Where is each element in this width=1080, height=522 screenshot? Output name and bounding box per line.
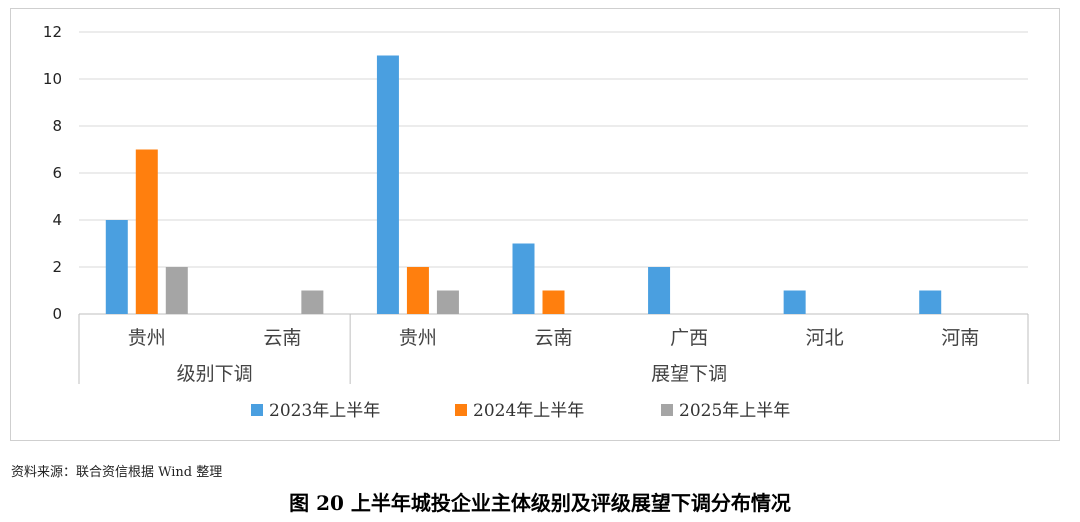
y-tick-label: 10 (43, 70, 62, 88)
bar (436, 290, 459, 314)
category-label: 河北 (806, 327, 844, 349)
legend-label: 2024年上半年 (473, 401, 584, 421)
bar (648, 267, 671, 314)
legend-swatch (455, 404, 467, 416)
bar (376, 55, 399, 314)
category-label: 贵州 (399, 327, 437, 349)
bar (301, 290, 324, 314)
category-label: 云南 (263, 327, 301, 349)
bar (105, 220, 128, 314)
bar (406, 267, 429, 314)
legend-label: 2025年上半年 (679, 401, 790, 421)
category-label: 贵州 (128, 327, 166, 349)
chart-frame: 0 2 4 6 8 10 12 贵州 云南 贵州 云南 广西 河北 河南级别下调 展望下调 2023年上半年 2… (10, 8, 1060, 441)
legend-swatch (251, 404, 263, 416)
category-label: 河南 (941, 327, 979, 349)
bar (542, 290, 565, 314)
legend-swatch (661, 404, 673, 416)
group-label: 展望下调 (651, 363, 727, 385)
source-note: 资料来源：联合资信根据 Wind 整理 (11, 465, 223, 480)
y-tick-label: 6 (52, 164, 62, 182)
category-label: 广西 (670, 327, 708, 349)
y-tick-label: 8 (52, 117, 62, 135)
legend-label: 2023年上半年 (269, 401, 380, 421)
category-label: 云南 (534, 327, 572, 349)
bar (135, 149, 158, 314)
bar (783, 290, 806, 314)
group-label: 级别下调 (177, 363, 253, 385)
figure-caption: 图 20 上半年城投企业主体级别及评级展望下调分布情况 (289, 491, 791, 515)
y-tick-label: 4 (52, 211, 62, 229)
bar (512, 243, 535, 314)
y-tick-label: 12 (43, 23, 62, 41)
bar (165, 267, 188, 314)
bar (919, 290, 942, 314)
y-tick-label: 2 (52, 258, 62, 276)
y-tick-label: 0 (52, 305, 62, 323)
